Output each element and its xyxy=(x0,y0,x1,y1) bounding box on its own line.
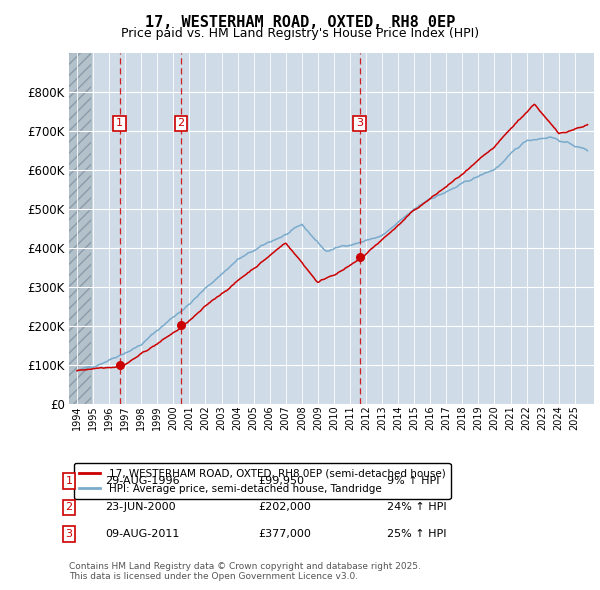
Text: 3: 3 xyxy=(65,529,73,539)
Text: 25% ↑ HPI: 25% ↑ HPI xyxy=(387,529,446,539)
Polygon shape xyxy=(69,53,91,404)
Text: 1: 1 xyxy=(65,476,73,486)
Text: 17, WESTERHAM ROAD, OXTED, RH8 0EP: 17, WESTERHAM ROAD, OXTED, RH8 0EP xyxy=(145,15,455,30)
Text: Contains HM Land Registry data © Crown copyright and database right 2025.
This d: Contains HM Land Registry data © Crown c… xyxy=(69,562,421,581)
Text: 3: 3 xyxy=(356,119,363,128)
Text: £377,000: £377,000 xyxy=(258,529,311,539)
Legend: 17, WESTERHAM ROAD, OXTED, RH8 0EP (semi-detached house), HPI: Average price, se: 17, WESTERHAM ROAD, OXTED, RH8 0EP (semi… xyxy=(74,463,451,499)
Text: 09-AUG-2011: 09-AUG-2011 xyxy=(105,529,179,539)
Text: 9% ↑ HPI: 9% ↑ HPI xyxy=(387,476,439,486)
Text: 23-JUN-2000: 23-JUN-2000 xyxy=(105,503,176,512)
Text: £202,000: £202,000 xyxy=(258,503,311,512)
Text: 24% ↑ HPI: 24% ↑ HPI xyxy=(387,503,446,512)
Text: 2: 2 xyxy=(65,503,73,512)
Text: 2: 2 xyxy=(178,119,184,128)
Text: 1: 1 xyxy=(116,119,123,128)
Text: £99,950: £99,950 xyxy=(258,476,304,486)
Text: Price paid vs. HM Land Registry's House Price Index (HPI): Price paid vs. HM Land Registry's House … xyxy=(121,27,479,40)
Text: 29-AUG-1996: 29-AUG-1996 xyxy=(105,476,179,486)
